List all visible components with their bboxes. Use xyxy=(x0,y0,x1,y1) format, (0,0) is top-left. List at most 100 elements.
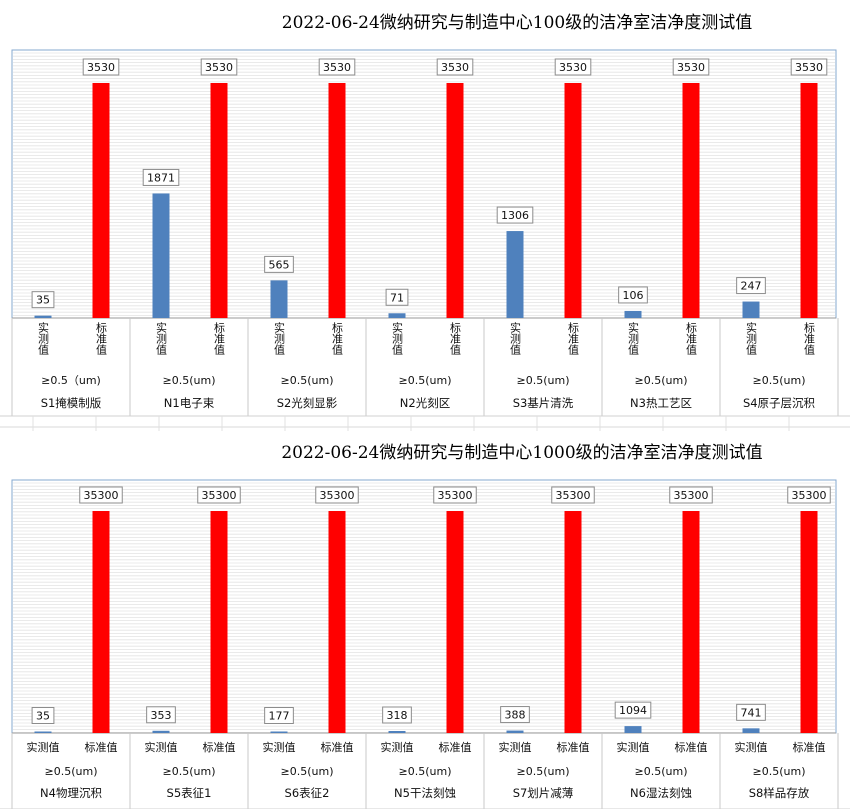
series-label: 标准值 xyxy=(85,740,118,754)
bar-measured xyxy=(624,310,642,318)
bar-standard xyxy=(210,511,228,733)
series-label: 标准值 xyxy=(685,321,698,356)
data-label-box xyxy=(551,486,595,504)
series-label: 标准值 xyxy=(321,740,354,754)
data-label-box xyxy=(82,58,120,76)
bar-measured xyxy=(270,731,288,733)
chart-title: 2022-06-24微纳研究与制造中心100级的洁净室洁净度测试值 xyxy=(282,13,752,33)
particle-size-label: ≥0.5(um) xyxy=(163,374,216,387)
series-label: 实测值 xyxy=(499,740,532,754)
data-label: 71 xyxy=(390,291,404,304)
bars xyxy=(34,511,818,733)
bar-standard xyxy=(446,511,464,733)
category-table: 实测值 标准值 ≥0.5（um) S1掩模制版 实测值 标准值 ≥0.5(um) N1电子束 实… xyxy=(0,317,850,431)
category-label: S2光刻显影 xyxy=(277,396,338,410)
bar-measured xyxy=(270,280,288,318)
data-label-box xyxy=(264,255,294,273)
bar-measured xyxy=(624,726,642,733)
category-label: S7划片减薄 xyxy=(513,786,574,800)
series-label: 标准值 xyxy=(793,740,826,754)
data-label: 1094 xyxy=(619,704,647,717)
particle-size-label: ≥0.5(um) xyxy=(281,765,334,778)
data-label-box xyxy=(614,701,652,719)
data-label-box xyxy=(31,291,55,309)
data-label-box xyxy=(79,486,123,504)
data-label-box xyxy=(264,707,294,724)
data-label: 3530 xyxy=(441,61,469,74)
series-label: 实测值 xyxy=(263,740,296,754)
data-label-box xyxy=(790,58,828,76)
series-label: 标准值 xyxy=(95,321,108,356)
category-label: S8样品存放 xyxy=(749,786,810,800)
particle-size-label: ≥0.5(um) xyxy=(753,765,806,778)
data-label: 35300 xyxy=(556,489,591,502)
data-label-box xyxy=(554,58,592,76)
particle-size-label: ≥0.5(um) xyxy=(163,765,216,778)
particle-size-label: ≥0.5(um) xyxy=(399,765,452,778)
particle-size-label: ≥0.5(um) xyxy=(45,765,98,778)
category-label: S5表征1 xyxy=(167,786,212,800)
series-label: 实测值 xyxy=(27,740,60,754)
data-label-box xyxy=(31,707,55,724)
data-label: 35300 xyxy=(438,489,473,502)
bars xyxy=(34,83,818,318)
particle-size-label: ≥0.5(um) xyxy=(517,765,570,778)
data-label-box xyxy=(436,58,474,76)
chart-title: 2022-06-24微纳研究与制造中心1000级的洁净室洁净度测试值 xyxy=(281,443,762,463)
data-label: 35300 xyxy=(674,489,709,502)
data-label: 35300 xyxy=(320,489,355,502)
data-label-box xyxy=(500,706,530,724)
series-label: 实测值 xyxy=(745,321,758,356)
series-label: 标准值 xyxy=(449,321,462,356)
data-label-box xyxy=(197,486,241,504)
data-label: 1871 xyxy=(147,171,175,184)
series-label: 标准值 xyxy=(803,321,816,356)
bar-standard xyxy=(92,83,110,318)
series-label: 标准值 xyxy=(213,321,226,356)
series-label: 实测值 xyxy=(391,321,404,356)
data-label-box xyxy=(146,706,176,724)
series-label: 实测值 xyxy=(381,740,414,754)
bar-standard xyxy=(92,511,110,733)
data-label: 3530 xyxy=(323,61,351,74)
bar-measured xyxy=(388,731,406,733)
particle-size-label: ≥0.5(um) xyxy=(517,374,570,387)
series-label: 标准值 xyxy=(439,740,472,754)
data-label-box xyxy=(315,486,359,504)
particle-size-label: ≥0.5(um) xyxy=(281,374,334,387)
data-label-box xyxy=(385,288,409,306)
category-label: S6表征2 xyxy=(285,786,330,800)
bar-standard xyxy=(800,83,818,318)
bar-measured xyxy=(34,315,52,318)
data-label: 3530 xyxy=(559,61,587,74)
bar-measured xyxy=(742,728,760,733)
series-label: 实测值 xyxy=(617,740,650,754)
data-labels: 35 3530 1871 3530 565 3530 71 3530 1306 3530 106 35… xyxy=(31,58,828,309)
data-label-box xyxy=(787,486,831,504)
data-label: 353 xyxy=(151,709,172,722)
bar-standard xyxy=(564,511,582,733)
category-label: S4原子层沉积 xyxy=(743,396,816,410)
series-label: 实测值 xyxy=(735,740,768,754)
category-label: N2光刻区 xyxy=(400,396,450,410)
bar-measured xyxy=(506,231,524,318)
category-label: N6湿法刻蚀 xyxy=(630,786,692,800)
bar-standard xyxy=(210,83,228,318)
category-label: N1电子束 xyxy=(164,396,215,410)
bar-measured xyxy=(34,731,52,733)
data-label-box xyxy=(433,486,477,504)
data-label-box xyxy=(142,168,180,186)
particle-size-label: ≥0.5(um) xyxy=(635,374,688,387)
bar-standard xyxy=(328,511,346,733)
particle-size-label: ≥0.5(um) xyxy=(753,374,806,387)
series-label: 实测值 xyxy=(627,321,640,356)
series-label: 标准值 xyxy=(557,740,590,754)
series-label: 实测值 xyxy=(155,321,168,356)
category-label: S3基片清洗 xyxy=(513,396,574,410)
data-label: 35300 xyxy=(84,489,119,502)
data-label-box xyxy=(736,703,766,721)
bar-measured xyxy=(152,193,170,318)
particle-size-label: ≥0.5（um) xyxy=(41,374,101,387)
category-label: S1掩模制版 xyxy=(41,396,102,410)
